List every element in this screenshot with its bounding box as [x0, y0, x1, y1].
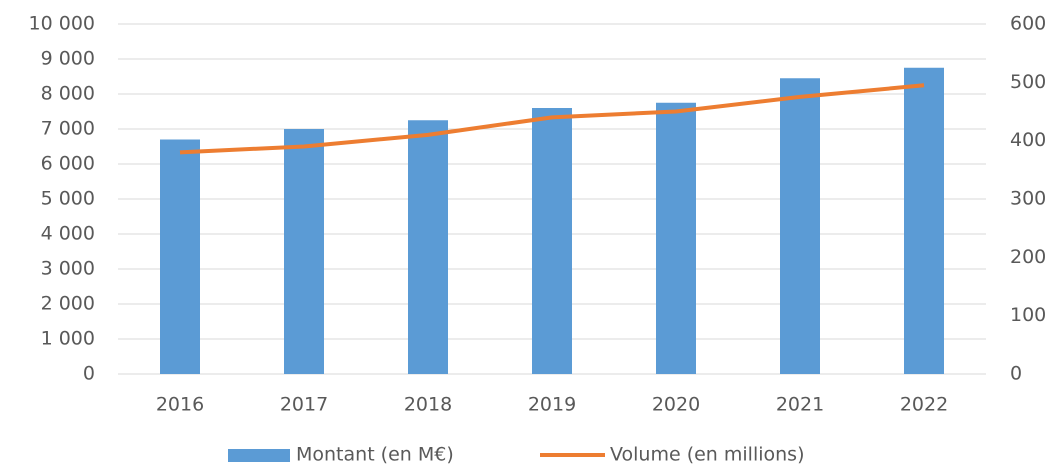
legend-label: Volume (en millions)	[610, 444, 805, 465]
legend-label: Montant (en M€)	[296, 444, 454, 465]
y-tick-label: 8 000	[41, 83, 95, 105]
x-tick-label: 2021	[776, 394, 824, 416]
y-tick-label: 7 000	[41, 118, 95, 140]
y2-tick-label: 400	[1010, 129, 1046, 151]
y2-tick-label: 0	[1010, 363, 1022, 385]
legend-swatch	[228, 449, 290, 462]
y-tick-label: 3 000	[41, 258, 95, 280]
y2-tick-label: 200	[1010, 246, 1046, 268]
bar	[780, 78, 820, 374]
bar	[656, 102, 696, 374]
x-tick-label: 2018	[404, 394, 452, 416]
x-tick-label: 2022	[900, 394, 948, 416]
y-tick-label: 0	[83, 363, 95, 385]
y-tick-label: 4 000	[41, 223, 95, 245]
y-tick-label: 2 000	[41, 293, 95, 315]
y-tick-label: 9 000	[41, 48, 95, 70]
x-tick-label: 2017	[280, 394, 328, 416]
bar	[160, 139, 200, 374]
bar	[284, 129, 324, 374]
x-tick-label: 2016	[156, 394, 204, 416]
y2-tick-label: 600	[1010, 13, 1046, 35]
y2-tick-label: 300	[1010, 188, 1046, 210]
y-tick-label: 5 000	[41, 188, 95, 210]
line	[179, 83, 925, 155]
bar	[532, 108, 572, 374]
y-tick-label: 1 000	[41, 328, 95, 350]
x-tick-label: 2019	[528, 394, 576, 416]
y2-tick-label: 100	[1010, 304, 1046, 326]
y-tick-label: 10 000	[29, 13, 95, 35]
y-tick-label: 6 000	[41, 153, 95, 175]
bar	[408, 120, 448, 374]
x-tick-label: 2020	[652, 394, 700, 416]
y2-tick-label: 500	[1010, 71, 1046, 93]
bar	[904, 67, 944, 374]
